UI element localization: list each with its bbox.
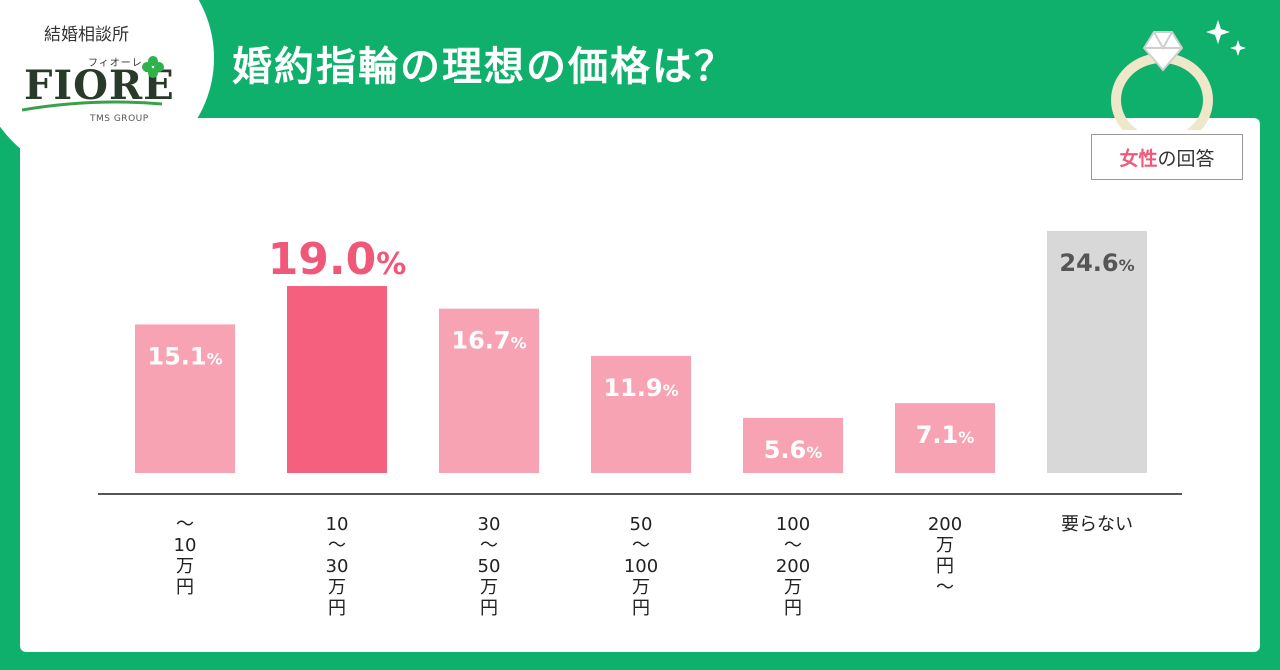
category-label-4-4: 円: [784, 598, 802, 619]
category-label-1-0: 10: [326, 514, 349, 535]
category-label-0-3: 円: [176, 577, 194, 598]
category-label-4-1: ～: [784, 535, 802, 556]
value-label-2: 16.7%: [451, 327, 526, 355]
value-label-4: 5.6%: [764, 436, 823, 464]
value-label-1: 19.0%: [268, 234, 407, 285]
legend-answer: の回答: [1157, 147, 1215, 170]
category-label-2-0: 30: [478, 514, 501, 535]
bar-5: [895, 403, 995, 473]
bar-6: [1047, 230, 1147, 473]
clover-icon: [142, 56, 164, 78]
category-label-2-3: 万: [480, 577, 498, 598]
category-label-1-4: 円: [328, 598, 346, 619]
category-label-2-4: 円: [480, 598, 498, 619]
category-label-6-0: 要らない: [1061, 514, 1133, 535]
category-label-3-2: 100: [624, 556, 658, 577]
value-label-0: 15.1%: [147, 342, 222, 370]
legend-female: 女性: [1119, 147, 1158, 170]
logo-subtitle: 結婚相談所: [44, 25, 129, 45]
bar-4: [743, 417, 843, 473]
category-label-4-0: 100: [776, 514, 810, 535]
category-label-5-1: 万: [936, 535, 954, 556]
value-label-6: 24.6%: [1059, 249, 1134, 277]
category-label-0-0: ～: [176, 514, 194, 535]
category-label-0-2: 万: [176, 556, 194, 577]
category-label-2-1: ～: [480, 535, 498, 556]
category-label-4-3: 万: [784, 577, 802, 598]
legend-box: 女性 の回答: [1091, 134, 1243, 180]
bar-0: [135, 324, 235, 473]
bar-1: [287, 286, 387, 473]
category-label-3-3: 万: [632, 577, 650, 598]
category-label-3-0: 50: [630, 514, 653, 535]
category-label-5-3: ～: [936, 577, 954, 598]
logo-kana: フィオーレ: [88, 58, 143, 69]
value-label-3: 11.9%: [603, 374, 678, 402]
bar-3: [591, 355, 691, 473]
category-label-4-2: 200: [776, 556, 810, 577]
category-label-1-1: ～: [328, 535, 346, 556]
value-label-5: 7.1%: [916, 421, 975, 449]
category-label-5-2: 円: [936, 556, 954, 577]
logo-group-text: TMS GROUP: [90, 114, 149, 124]
category-label-3-4: 円: [632, 598, 650, 619]
category-label-1-3: 万: [328, 577, 346, 598]
logo-swoosh: [22, 100, 162, 112]
ring-icon: [1111, 20, 1246, 130]
category-label-0-1: 10: [174, 535, 197, 556]
category-label-2-2: 50: [478, 556, 501, 577]
category-label-5-0: 200: [928, 514, 962, 535]
category-label-3-1: ～: [632, 535, 650, 556]
bar-2: [439, 308, 539, 473]
category-label-1-2: 30: [326, 556, 349, 577]
page-title: 婚約指輪の理想の価格は？: [232, 44, 736, 90]
